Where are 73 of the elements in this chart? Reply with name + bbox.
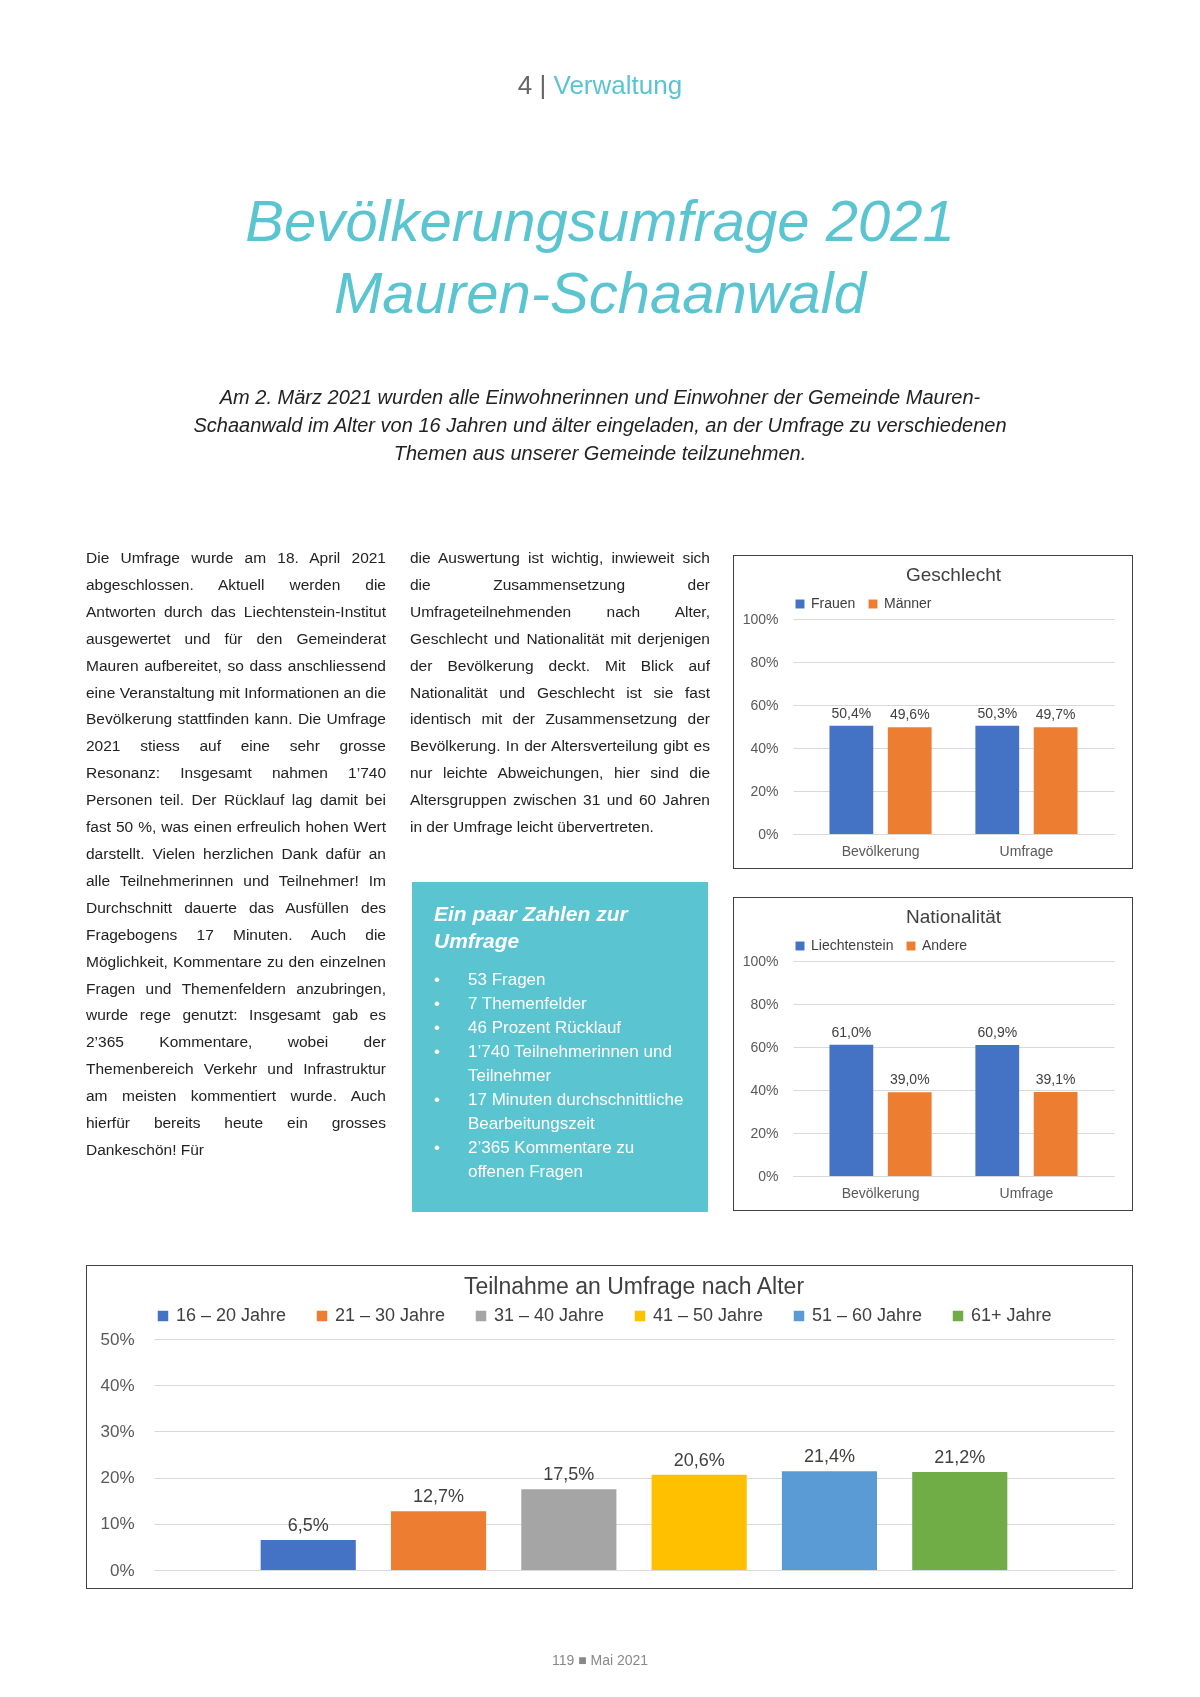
data-label: 21,2% — [934, 1447, 986, 1468]
x-tick-label: Bevölkerung — [841, 1184, 920, 1201]
y-tick-label: 30% — [100, 1421, 135, 1441]
bar — [975, 1045, 1020, 1176]
bar — [781, 1471, 878, 1570]
x-tick-label: Umfrage — [999, 842, 1054, 859]
text: Verwaltung — [553, 70, 683, 100]
chart-title: Nationalität — [905, 906, 1002, 927]
data-label: 60,9% — [977, 1024, 1018, 1041]
data-label: 17,5% — [543, 1464, 595, 1485]
text: • 46 Prozent Rücklauf — [434, 1017, 623, 1039]
text: • 53 Fragen — [434, 969, 547, 991]
text: • 2’365 Kommentare zu offenen Fragen — [434, 1137, 636, 1183]
data-label: 50,4% — [831, 704, 872, 721]
data-label: 49,7% — [1035, 706, 1076, 723]
legend-label: Männer — [884, 595, 932, 611]
bar — [260, 1539, 356, 1570]
legend-label: 16 – 20 Jahre — [176, 1305, 287, 1325]
text: • 7 Themenfelder — [434, 993, 588, 1015]
y-tick-label: 0% — [758, 1167, 779, 1184]
data-label: 12,7% — [413, 1486, 465, 1507]
x-tick-label: Bevölkerung — [841, 842, 920, 859]
y-tick-label: 40% — [100, 1375, 135, 1395]
y-tick-label: 20% — [100, 1468, 135, 1488]
text: 119 ■ Mai 2021 — [550, 1652, 650, 1668]
y-tick-label: 80% — [750, 995, 779, 1012]
legend-label: Frauen — [811, 595, 856, 611]
legend-label: 61+ Jahre — [971, 1305, 1052, 1325]
legend-label: Andere — [922, 937, 968, 953]
legend-label: 21 – 30 Jahre — [335, 1305, 446, 1325]
y-tick-label: 80% — [750, 653, 779, 670]
y-tick-label: 40% — [750, 1081, 779, 1098]
data-label: 21,4% — [803, 1446, 855, 1467]
data-label: 39,1% — [1035, 1070, 1076, 1087]
data-label: 6,5% — [287, 1514, 329, 1535]
y-tick-label: 20% — [750, 1124, 779, 1141]
data-label: 39,0% — [889, 1071, 930, 1088]
data-label: 20,6% — [673, 1449, 725, 1470]
text: Die Umfrage wurde am 18. April 2021 abgeschlossen. Aktuell werden die Antworten durch das Liechtenstein-Institut ausgewertet und für den Gemeinderat Mauren aufbereitet, so dass anschliessend eine Veranstaltung mit Informationen an die Bevölkerung stattfinden kann. Die Umfrage 2021 stiess auf eine sehr grosse Resonanz: Insgesamt nahmen 1’740 Personen teil. Der Rücklauf lag damit bei fast 50 %, was einen erfreulich hohen Wert darstellt. Vielen herzlichen Dank dafür an alle Teilnehmerinnen und Teilnehmer! Im Durchschnitt dauerte das Ausfüllen des Fragebogens 17 Minuten. Auch die Möglichkeit, Kommentare zu den einzelnen Fragen und Themenfeldern anzubringen, wurde rege genutzt: Insgesamt gab es 2’365 Kommentare, wobei der Themenbereich Verkehr und Infrastruktur am meisten kommentiert wurde. Auch hierfür bereits heute ein grosses Dankeschön! Für — [86, 549, 386, 1158]
bar — [1033, 1091, 1078, 1176]
text: 4 | — [517, 70, 548, 100]
chart-title: Geschlecht — [905, 564, 1002, 585]
text: • 17 Minuten durchschnittliche Bearbeitungszeit — [434, 1089, 685, 1135]
y-tick-label: 60% — [750, 696, 779, 713]
y-tick-label: 50% — [100, 1329, 135, 1349]
y-tick-label: 100% — [742, 952, 779, 969]
data-label: 50,3% — [977, 704, 1018, 721]
chart-title: Teilnahme an Umfrage nach Alter — [463, 1273, 805, 1299]
y-tick-label: 100% — [742, 610, 779, 627]
bar — [390, 1511, 487, 1570]
y-tick-label: 0% — [109, 1560, 135, 1580]
y-tick-label: 10% — [100, 1514, 135, 1534]
text: Ein paar Zahlen zur Umfrage — [434, 901, 630, 954]
data-label: 61,0% — [831, 1023, 872, 1040]
bar — [887, 1092, 932, 1176]
bar — [521, 1489, 617, 1570]
x-tick-label: Umfrage — [999, 1184, 1054, 1201]
bar — [829, 1044, 874, 1176]
data-label: 49,6% — [889, 706, 930, 723]
text: die Auswertung ist wichtig, inwieweit sich die Zusammensetzung der Umfrageteilnehmenden nach Alter, Geschlecht und Nationalität mit derjenigen der Bevölkerung deckt. Mit Blick auf Nationalität und Geschlecht ist sie fast identisch mit der Zusammensetzung der Bevölkerung. In der Altersverteilung gibt es nur leichte Abweichungen, hier sind die Altersgruppen zwischen 31 und 60 Jahren in der Umfrage leicht übervertreten. — [410, 549, 710, 836]
legend-label: 51 – 60 Jahre — [812, 1305, 923, 1325]
y-tick-label: 0% — [758, 825, 779, 842]
legend-label: Liechtenstein — [811, 937, 894, 953]
legend-label: 41 – 50 Jahre — [653, 1305, 764, 1325]
legend-label: 31 – 40 Jahre — [494, 1305, 605, 1325]
y-tick-label: 20% — [750, 782, 779, 799]
text: Bevölkerungsumfrage 2021 Mauren-Schaanwald — [244, 187, 956, 327]
y-tick-label: 60% — [750, 1038, 779, 1055]
bar — [912, 1472, 1008, 1570]
text: Am 2. März 2021 wurden alle Einwohnerinnen und Einwohner der Gemeinde Mauren-Schaanwald im Alter von 16 Jahren und älter eingeladen, an der Umfrage zu verschiedenen Themen aus unserer Gemeinde teilzunehmen. — [192, 385, 1008, 466]
y-tick-label: 40% — [750, 739, 779, 756]
bar — [651, 1474, 747, 1570]
text: • 1’740 Teilnehmerinnen und Teilnehmer — [434, 1041, 673, 1087]
